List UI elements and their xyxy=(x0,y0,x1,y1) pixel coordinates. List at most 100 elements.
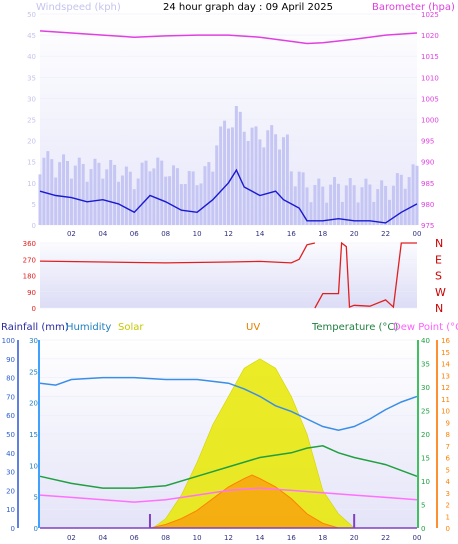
barometer-tick-label: 1015 xyxy=(421,53,439,61)
barometer-axis-label: Barometer (hpa) xyxy=(372,2,455,13)
temperature-tick-label: 0 xyxy=(421,525,425,533)
temperature-tick-label: 25 xyxy=(421,408,430,416)
solar-series-area xyxy=(40,358,417,529)
windspeed-tick-label: 30 xyxy=(27,95,36,103)
compass-label: S xyxy=(435,270,442,283)
uv-tick-label: 0 xyxy=(446,525,450,533)
weather-x-tick-label: 20 xyxy=(350,534,359,542)
uv-tick-label: 3 xyxy=(446,490,450,498)
uv-tick-label: 5 xyxy=(446,466,450,474)
uv-tick-label: 16 xyxy=(441,337,450,345)
temperature-tick-label: 5 xyxy=(421,502,425,510)
uv-tick-label: 9 xyxy=(446,419,450,427)
uv-series-area xyxy=(40,474,417,529)
rainfall-tick-label: 30 xyxy=(29,337,38,345)
temperature-tick-label: 20 xyxy=(421,431,430,439)
rainfall-tick-label: 5 xyxy=(34,494,38,502)
temperature-tick-label: 35 xyxy=(421,361,430,369)
compass-label: N xyxy=(435,302,443,315)
chart-title: 24 hour graph day : 09 April 2025 xyxy=(163,2,333,13)
wind-x-tick-label: 16 xyxy=(287,230,296,238)
temperature-tick-label: 40 xyxy=(421,337,430,345)
wind-x-tick-label: 10 xyxy=(193,230,202,238)
humidity-percent-tick-label: 90 xyxy=(6,356,15,364)
weather-x-tick-label: 10 xyxy=(193,534,202,542)
wind-x-tick-label: 22 xyxy=(381,230,390,238)
uv-tick-label: 15 xyxy=(441,349,450,357)
humidity-label: Humidity xyxy=(66,322,111,333)
wind-x-tick-label: 18 xyxy=(318,230,327,238)
temperature-tick-label: 15 xyxy=(421,455,430,463)
rainfall-tick-label: 15 xyxy=(29,431,38,439)
uv-tick-label: 12 xyxy=(441,384,450,392)
windspeed-series-line xyxy=(39,168,418,224)
windspeed-tick-label: 40 xyxy=(27,53,36,61)
humidity-percent-tick-label: 20 xyxy=(6,487,15,495)
temperature-series-line xyxy=(39,445,418,489)
barometer-tick-label: 1005 xyxy=(421,95,439,103)
compass-label: N xyxy=(435,237,443,250)
humidity-percent-tick-label: 40 xyxy=(6,450,15,458)
uv-tick-label: 2 xyxy=(446,502,450,510)
weather-x-tick-label: 04 xyxy=(98,534,107,542)
wind-direction-series-line xyxy=(314,241,417,309)
weather-x-tick-label: 00 xyxy=(413,534,422,542)
wind-x-tick-label: 20 xyxy=(350,230,359,238)
humidity-percent-tick-label: 70 xyxy=(6,393,15,401)
barometer-tick-label: 1000 xyxy=(421,117,439,125)
windspeed-tick-label: 50 xyxy=(27,11,36,19)
humidity-percent-tick-label: 60 xyxy=(6,412,15,420)
barometer-tick-label: 1025 xyxy=(421,11,439,19)
wind-x-tick-label: 12 xyxy=(224,230,233,238)
wind-x-tick-label: 02 xyxy=(67,230,76,238)
windspeed-tick-label: 35 xyxy=(27,74,36,82)
barometer-tick-label: 985 xyxy=(421,180,434,188)
barometer-tick-label: 975 xyxy=(421,222,434,230)
uv-tick-label: 11 xyxy=(441,396,450,404)
weather-x-tick-label: 18 xyxy=(318,534,327,542)
uv-label: UV xyxy=(246,322,260,333)
temperature-tick-label: 10 xyxy=(421,478,430,486)
windspeed-tick-label: 15 xyxy=(27,159,36,167)
windspeed-tick-label: 0 xyxy=(32,222,36,230)
windspeed-tick-label: 45 xyxy=(27,32,36,40)
wind-x-tick-label: 06 xyxy=(130,230,139,238)
direction-tick-label: 90 xyxy=(27,289,36,297)
windspeed-tick-label: 5 xyxy=(32,201,36,209)
compass-label: W xyxy=(435,286,446,299)
barometer-tick-label: 980 xyxy=(421,201,434,209)
dewpoint-series-line xyxy=(39,487,418,503)
barometer-tick-label: 995 xyxy=(421,138,434,146)
humidity-percent-tick-label: 30 xyxy=(6,469,15,477)
rainfall-tick-label: 20 xyxy=(29,400,38,408)
direction-tick-label: 180 xyxy=(23,273,36,281)
wind-x-tick-label: 00 xyxy=(413,230,422,238)
humidity-percent-tick-label: 100 xyxy=(2,337,15,345)
temperature-label: Temperature (°C) xyxy=(311,322,398,333)
humidity-percent-tick-label: 50 xyxy=(6,431,15,439)
wind-x-tick-label: 08 xyxy=(161,230,170,238)
barometer-series-line xyxy=(39,30,418,45)
rainfall-tick-label: 10 xyxy=(29,462,38,470)
solar-label: Solar xyxy=(118,322,144,333)
uv-tick-label: 14 xyxy=(441,361,450,369)
wind-direction-series-line xyxy=(39,242,316,264)
barometer-tick-label: 990 xyxy=(421,159,434,167)
direction-tick-label: 270 xyxy=(23,256,36,264)
humidity-percent-tick-label: 80 xyxy=(6,375,15,383)
weather-x-tick-label: 16 xyxy=(287,534,296,542)
rainfall-tick-label: 0 xyxy=(34,525,38,533)
wind-x-tick-label: 14 xyxy=(255,230,264,238)
temperature-tick-label: 30 xyxy=(421,384,430,392)
weather-x-tick-label: 14 xyxy=(255,534,264,542)
windspeed-axis-label: Windspeed (kph) xyxy=(36,2,121,13)
humidity-percent-tick-label: 0 xyxy=(11,525,15,533)
dewpoint-label: Dew Point (°C) xyxy=(393,322,458,333)
uv-tick-label: 8 xyxy=(446,431,450,439)
weather-x-tick-label: 02 xyxy=(67,534,76,542)
compass-label: E xyxy=(435,253,442,266)
uv-tick-label: 10 xyxy=(441,408,450,416)
weather-x-tick-label: 12 xyxy=(224,534,233,542)
